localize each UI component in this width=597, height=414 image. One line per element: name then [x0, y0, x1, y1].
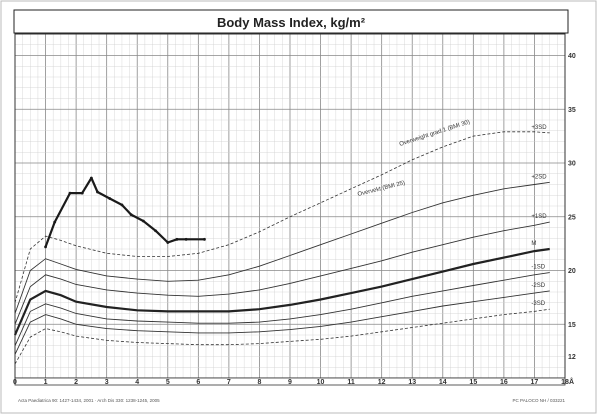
curve-label-1: +3SD — [531, 125, 547, 131]
curve-label-5: -1SD — [531, 265, 545, 271]
x-tick-label: 4 — [135, 379, 139, 386]
percentile-curve-1 — [14, 131, 550, 303]
patient-point — [175, 237, 179, 241]
curve-labels: +3SD +2SD +1SD M -1SD -2SD -3SD — [531, 125, 547, 307]
patient-point — [53, 220, 57, 224]
chart-title: Body Mass Index, kg/m² — [217, 15, 366, 30]
curve-label-3: +1SD — [531, 214, 547, 220]
percentile-curve-3 — [14, 221, 550, 325]
patient-point — [80, 191, 84, 195]
x-tick-label: 12 — [378, 379, 386, 386]
x-unit-label: Å — [569, 377, 574, 386]
percentile-curve-2 — [14, 181, 550, 314]
x-tick-label: 7 — [227, 379, 231, 386]
patient-point — [141, 219, 145, 223]
x-tick-label: 13 — [408, 379, 416, 386]
x-tick-label: 15 — [469, 379, 477, 386]
patient-series — [44, 176, 206, 249]
curve-label-7: -3SD — [531, 301, 545, 307]
y-tick-label: 30 — [568, 161, 576, 168]
x-tick-label: 9 — [288, 379, 292, 386]
patient-point — [203, 237, 206, 241]
patient-point — [108, 197, 112, 200]
x-tick-label: 16 — [500, 379, 508, 386]
x-tick-label: 18 — [561, 379, 569, 386]
percentile-curve-5 — [14, 272, 550, 346]
patient-point — [184, 237, 188, 241]
y-tick-label: 12 — [568, 354, 576, 361]
title-box — [13, 9, 569, 34]
y-tick-label: 35 — [568, 107, 576, 114]
x-axis-ticks: 0 1 2 3 4 5 6 7 8 9 10 11 12 13 14 15 16 17 18 Å — [13, 377, 574, 386]
x-tick-label: 10 — [317, 379, 325, 386]
percentile-curve-6 — [14, 290, 550, 355]
curve-label-6: -2SD — [531, 283, 545, 289]
footer-right: PC PALOCO NH / 033221 — [513, 398, 566, 403]
percentile-curve-4 — [13, 247, 550, 336]
y-tick-label: 15 — [568, 322, 576, 329]
x-tick-label: 11 — [347, 379, 355, 386]
y-axis-ticks: 12 15 20 25 30 35 40 — [568, 53, 576, 361]
patient-point — [68, 191, 72, 195]
x-tick-label: 8 — [257, 379, 261, 386]
x-tick-label: 6 — [196, 379, 200, 386]
x-tick-label: 3 — [105, 379, 109, 386]
x-tick-label: 5 — [166, 379, 170, 386]
curve-label-2: +2SD — [531, 174, 547, 180]
patient-point — [96, 190, 99, 194]
patient-point — [120, 203, 124, 207]
x-tick-label: 17 — [531, 379, 539, 386]
grid — [14, 33, 566, 386]
footer-left: Acta Paediatrica 90: 1427-1434, 2001 · A… — [18, 398, 160, 403]
y-tick-label: 25 — [568, 214, 576, 221]
y-tick-label: 40 — [568, 53, 576, 60]
x-axis-bar — [14, 377, 566, 386]
y-tick-label: 20 — [568, 268, 576, 275]
curve-label-4: M — [531, 241, 536, 247]
x-tick-label: 2 — [74, 379, 78, 386]
patient-point — [129, 213, 133, 217]
patient-point — [166, 241, 170, 244]
patient-point — [89, 176, 93, 180]
patient-point — [44, 245, 47, 249]
x-tick-label: 0 — [13, 379, 17, 386]
percentile-curves — [13, 131, 550, 365]
patient-point — [154, 229, 157, 233]
x-tick-label: 1 — [44, 379, 48, 386]
x-tick-label: 14 — [439, 379, 447, 386]
